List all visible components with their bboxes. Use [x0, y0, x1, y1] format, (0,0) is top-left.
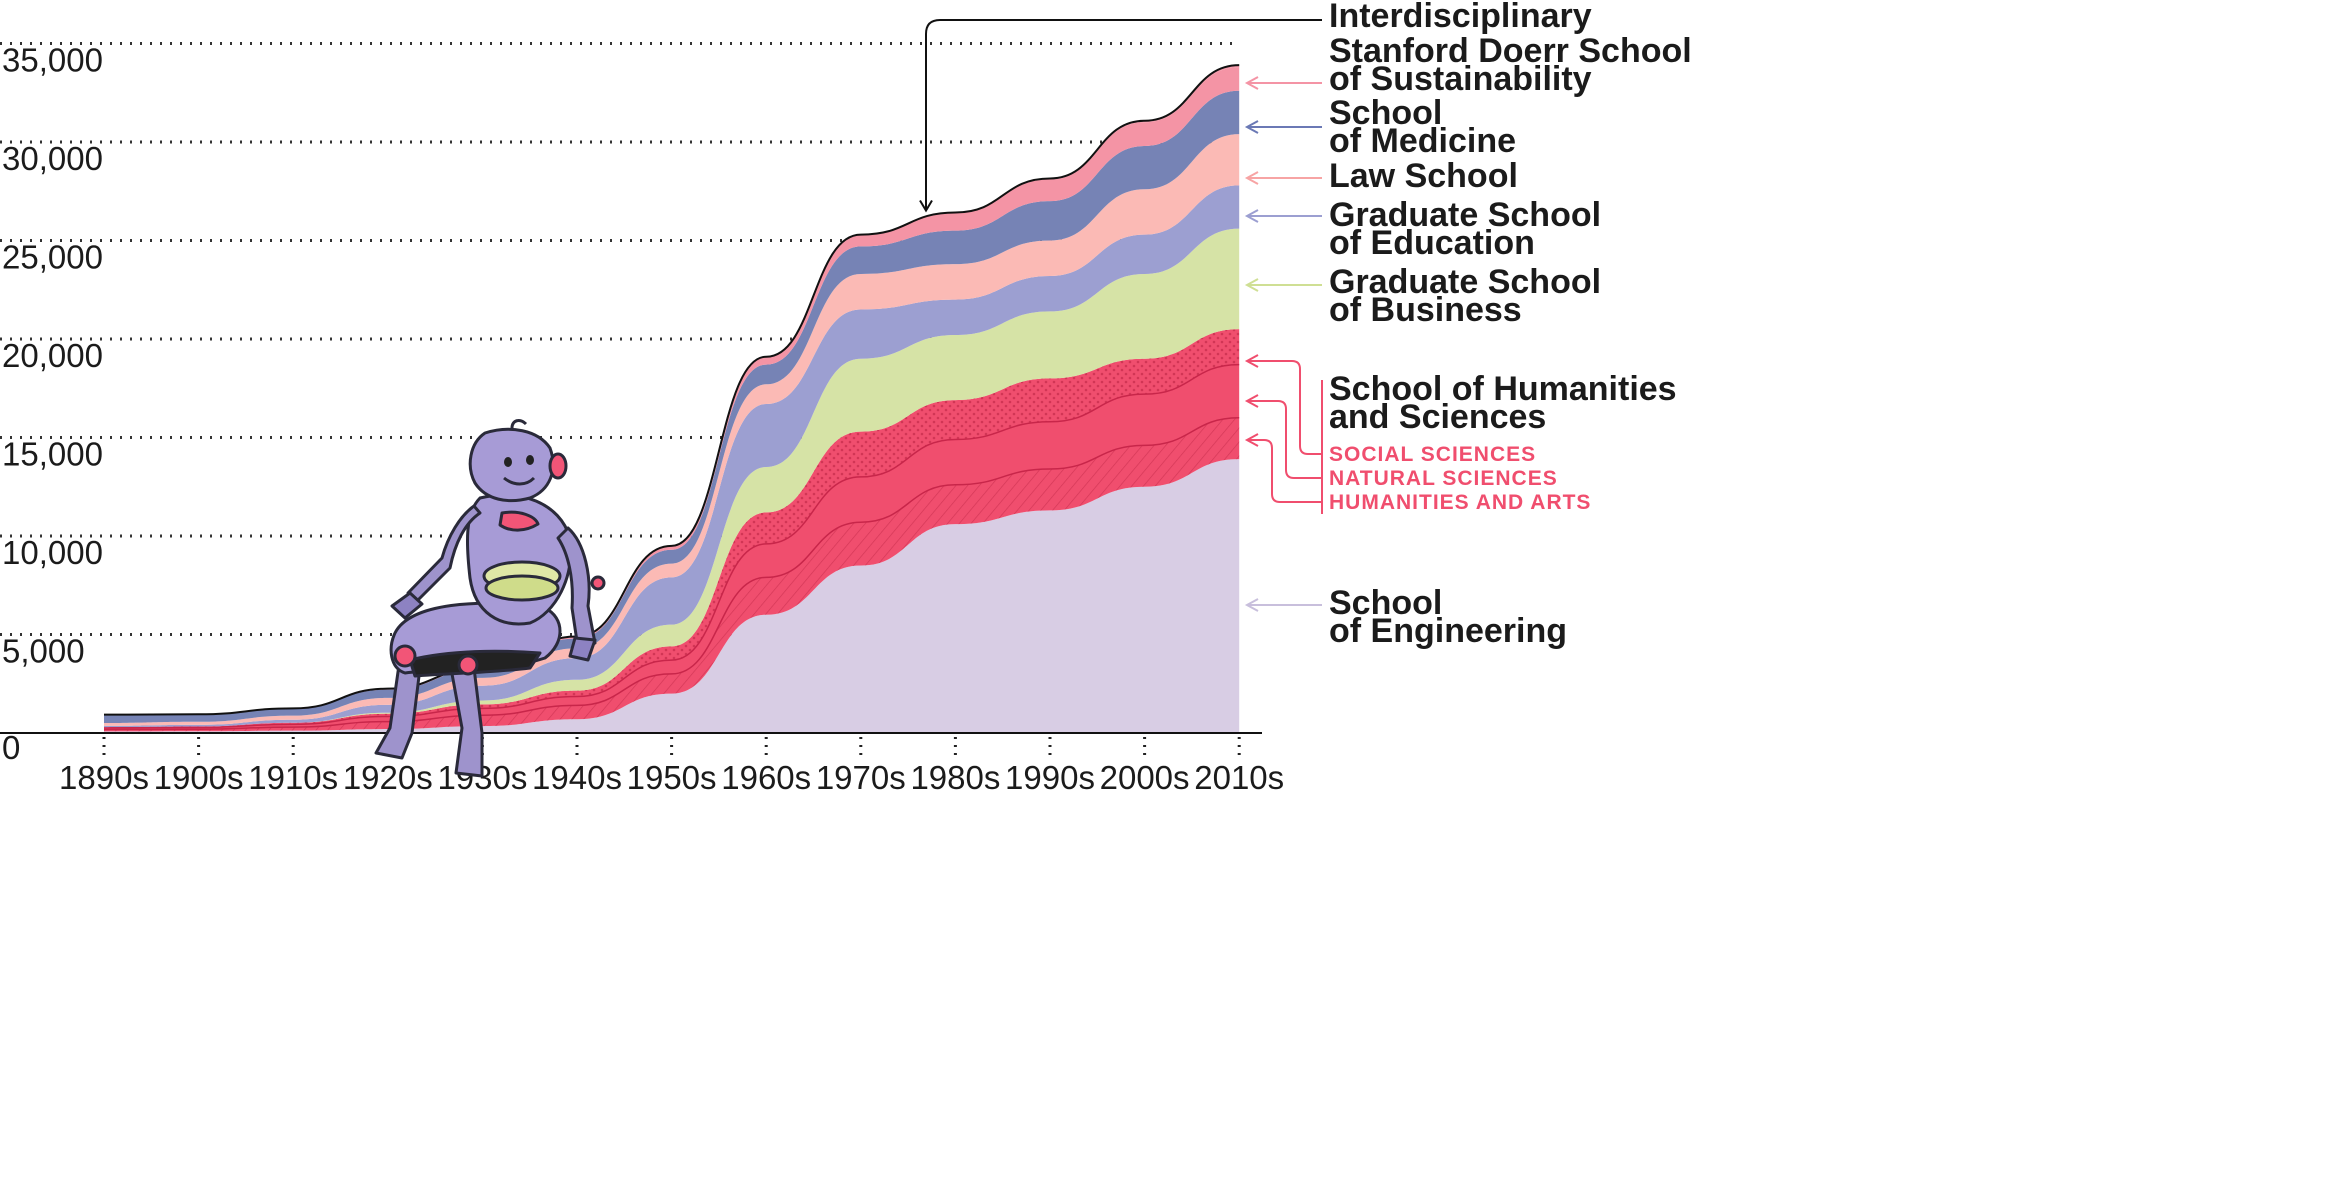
- x-tick-label: 1910s: [248, 759, 338, 796]
- area-education: [104, 185, 1240, 728]
- legend-label-law: Law School: [1329, 157, 1518, 195]
- legend-label-education: of Education: [1329, 224, 1535, 262]
- y-tick-label: 5,000: [2, 633, 85, 670]
- y-tick-label: 35,000: [2, 42, 103, 79]
- sub-legend-humanities_arts: HUMANITIES AND ARTS: [1329, 491, 1591, 514]
- legend-label-humanities_sciences: School of Humanities: [1329, 370, 1677, 408]
- legend-arrowhead-education: [1244, 209, 1259, 223]
- sub-legend-arrow-humanities_arts: [1248, 439, 1322, 503]
- area-medicine: [104, 90, 1240, 723]
- legend-label-humanities_sciences: and Sciences: [1329, 398, 1546, 436]
- robot-illustration: [374, 419, 606, 778]
- x-tick-label: 1900s: [154, 759, 244, 796]
- sub-legend-arrow-social_sciences: [1248, 360, 1322, 455]
- total-outline: [103, 64, 1240, 716]
- sub-legend-social_sciences: SOCIAL SCIENCES: [1329, 443, 1536, 466]
- x-tick-label: 1990s: [1005, 759, 1095, 796]
- divider-natural_sciences: [103, 417, 1240, 731]
- legend-arrowhead-sustainability: [1244, 76, 1259, 90]
- gridlines: 0 5,000 10,000 15,000 20,000 25,000 30,000 35,0…: [0, 42, 1240, 766]
- y-tick-label: 10,000: [2, 534, 103, 571]
- area-engineering: [104, 459, 1240, 733]
- legend-label-interdisciplinary: Interdisciplinary: [1329, 0, 1592, 35]
- x-tick-label: 1960s: [721, 759, 811, 796]
- x-tick-label: 1950s: [627, 759, 717, 796]
- legend-label-medicine: of Medicine: [1329, 122, 1516, 160]
- legend-arrowhead-engineering: [1244, 598, 1259, 612]
- callout-interdisciplinary: [925, 19, 1322, 211]
- x-tick-label: 1890s: [59, 759, 149, 796]
- sub-legend-arrowhead-natural_sciences: [1244, 394, 1259, 408]
- x-tick-label: 1970s: [816, 759, 906, 796]
- x-tick-label: 1940s: [532, 759, 622, 796]
- area-dots-social_sciences: [104, 329, 1240, 728]
- sub-legend-arrow-natural_sciences: [1248, 400, 1322, 479]
- area-layer: [103, 64, 1240, 733]
- y-tick-label: 25,000: [2, 239, 103, 276]
- legend-label-business: Graduate School: [1329, 263, 1601, 301]
- area-law: [104, 134, 1240, 726]
- y-tick-label: 0: [2, 729, 20, 766]
- area-natural_sciences: [104, 364, 1240, 730]
- legend-label-business: of Business: [1329, 291, 1522, 329]
- legend-arrowhead-business: [1244, 278, 1259, 292]
- callout-arrowhead: [919, 200, 933, 213]
- divider-social_sciences: [103, 363, 1240, 729]
- legend-label-engineering: of Engineering: [1329, 612, 1567, 650]
- area-sustainability: [104, 67, 1240, 715]
- legend-label-medicine: School: [1329, 94, 1442, 132]
- x-tick-label: 1920s: [343, 759, 433, 796]
- legend-label-education: Graduate School: [1329, 196, 1601, 234]
- legend-arrowhead-medicine: [1244, 120, 1259, 134]
- x-tick-label: 2000s: [1100, 759, 1190, 796]
- sub-legend-natural_sciences: NATURAL SCIENCES: [1329, 467, 1558, 490]
- x-tick-label: 1980s: [910, 759, 1000, 796]
- legend-label-sustainability: Stanford Doerr School: [1329, 32, 1692, 70]
- axes: 1890s 1900s 1910s 1920s 1930s 1940s 1950s 1960s…: [0, 732, 1284, 796]
- sub-legend-arrowhead-humanities_arts: [1244, 433, 1259, 447]
- legend-label-engineering: School: [1329, 584, 1442, 622]
- sub-legend-arrowhead-social_sciences: [1244, 354, 1259, 368]
- legend-label-sustainability: of Sustainability: [1329, 60, 1592, 98]
- x-tick-label: 2010s: [1194, 759, 1284, 796]
- area-business: [104, 228, 1240, 728]
- y-tick-label: 15,000: [2, 436, 103, 473]
- y-tick-label: 20,000: [2, 337, 103, 374]
- y-tick-label: 30,000: [2, 140, 103, 177]
- area-hatch-humanities_arts: [104, 417, 1240, 732]
- legend-arrowhead-law: [1244, 171, 1259, 185]
